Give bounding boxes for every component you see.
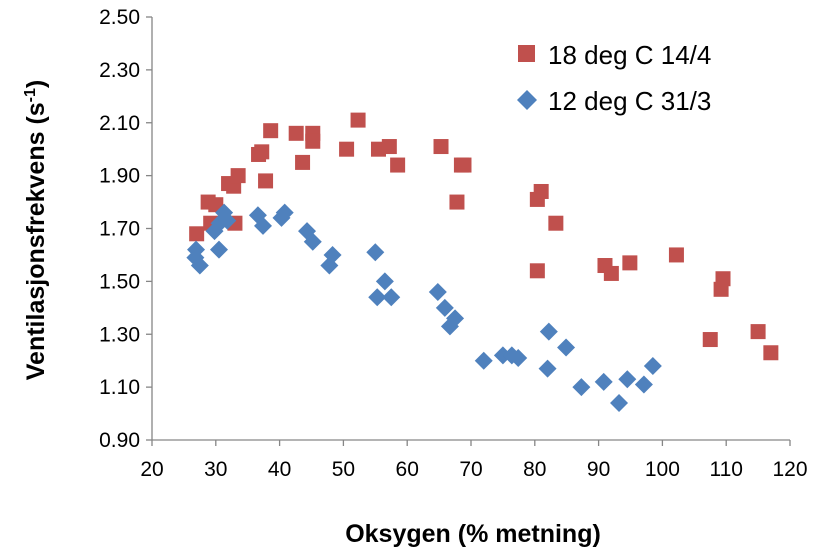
x-tick-label: 30 — [204, 458, 227, 481]
data-point-square — [715, 271, 731, 287]
data-point-square — [350, 112, 366, 128]
series-12-deg — [186, 203, 662, 412]
data-point-square — [763, 345, 779, 361]
data-point-diamond — [557, 338, 576, 357]
data-point-square — [288, 125, 304, 141]
data-point-square — [263, 123, 279, 139]
y-axis-title-superscript: -1 — [22, 88, 39, 102]
data-point-square — [622, 255, 638, 271]
x-tick-label: 120 — [772, 458, 807, 481]
data-point-diamond — [209, 240, 228, 259]
legend: 18 deg C 14/4 12 deg C 31/3 — [517, 40, 711, 116]
data-point-diamond — [594, 372, 613, 391]
data-point-diamond — [368, 288, 387, 307]
data-point-square — [189, 226, 205, 242]
y-tick-label: 2.30 — [99, 59, 140, 82]
x-tick-label: 20 — [140, 458, 163, 481]
data-point-diamond — [323, 245, 342, 264]
data-point-diamond — [538, 359, 557, 378]
y-axis-title-main: Ventilasjonsfrekvens (s — [22, 102, 50, 380]
data-point-square — [381, 139, 397, 155]
data-point-square — [258, 173, 274, 189]
data-point-diamond — [618, 370, 637, 389]
data-point-diamond — [509, 349, 528, 368]
data-point-square — [305, 133, 321, 149]
data-point-diamond — [187, 240, 206, 259]
data-point-square — [295, 154, 311, 170]
data-point-diamond — [382, 288, 401, 307]
data-point-diamond — [428, 282, 447, 301]
y-tick-label: 1.50 — [99, 270, 140, 293]
data-point-diamond — [366, 243, 385, 262]
x-tick-label: 40 — [268, 458, 291, 481]
data-point-square — [449, 194, 465, 210]
series-18-deg — [189, 112, 779, 361]
y-tick-label: 2.10 — [99, 112, 140, 135]
y-tick-label: 0.90 — [99, 429, 140, 452]
y-axis-title-end: ) — [22, 80, 50, 88]
data-point-diamond — [435, 298, 454, 317]
data-point-diamond — [474, 351, 493, 370]
x-tick-label: 50 — [332, 458, 355, 481]
x-tick-label: 100 — [645, 458, 680, 481]
data-point-diamond — [539, 322, 558, 341]
x-tick-label: 60 — [396, 458, 419, 481]
data-point-diamond — [375, 272, 394, 291]
data-point-square — [603, 265, 619, 281]
data-point-diamond — [254, 216, 273, 235]
y-tick-label: 1.90 — [99, 165, 140, 188]
legend-marker-12-deg — [517, 90, 537, 110]
data-point-diamond — [303, 232, 322, 251]
data-point-square — [529, 263, 545, 279]
data-point-diamond — [643, 356, 662, 375]
data-point-diamond — [275, 203, 294, 222]
data-point-square — [254, 144, 270, 160]
data-point-square — [668, 247, 684, 263]
x-tick-label: 70 — [459, 458, 482, 481]
data-point-square — [339, 141, 355, 157]
y-tick-label: 1.70 — [99, 218, 140, 241]
data-point-diamond — [218, 211, 237, 230]
y-tick-label: 1.30 — [99, 323, 140, 346]
y-tick-label: 1.10 — [99, 376, 140, 399]
data-point-square — [702, 332, 718, 348]
x-tick-label: 80 — [523, 458, 546, 481]
data-point-diamond — [634, 375, 653, 394]
data-point-square — [750, 324, 766, 340]
y-axis-title: Ventilasjonsfrekvens (s-1) — [22, 80, 50, 380]
data-point-square — [230, 168, 246, 184]
legend-label-12-deg: 12 deg C 31/3 — [548, 86, 711, 116]
x-axis-ticks: 20 30 40 50 60 70 80 90 100 110 120 — [140, 440, 808, 481]
x-tick-label: 90 — [587, 458, 610, 481]
x-tick-label: 110 — [709, 458, 742, 481]
data-point-square — [433, 139, 449, 155]
data-point-square — [533, 183, 549, 199]
data-point-square — [390, 157, 406, 173]
data-point-diamond — [446, 309, 465, 328]
x-axis-title: Oksygen (% metning) — [345, 520, 601, 548]
data-point-diamond — [610, 393, 629, 412]
data-points — [186, 112, 779, 412]
y-axis-ticks: 0.90 1.10 1.30 1.50 1.70 1.90 2.10 2.30 2.50 — [99, 6, 152, 452]
legend-marker-18-deg — [518, 45, 535, 62]
data-point-square — [548, 215, 564, 231]
data-point-square — [456, 157, 472, 173]
legend-label-18-deg: 18 deg C 14/4 — [548, 40, 711, 70]
axes — [151, 17, 790, 441]
data-point-diamond — [190, 256, 209, 275]
data-point-diamond — [572, 378, 591, 397]
y-tick-label: 2.50 — [99, 6, 140, 29]
